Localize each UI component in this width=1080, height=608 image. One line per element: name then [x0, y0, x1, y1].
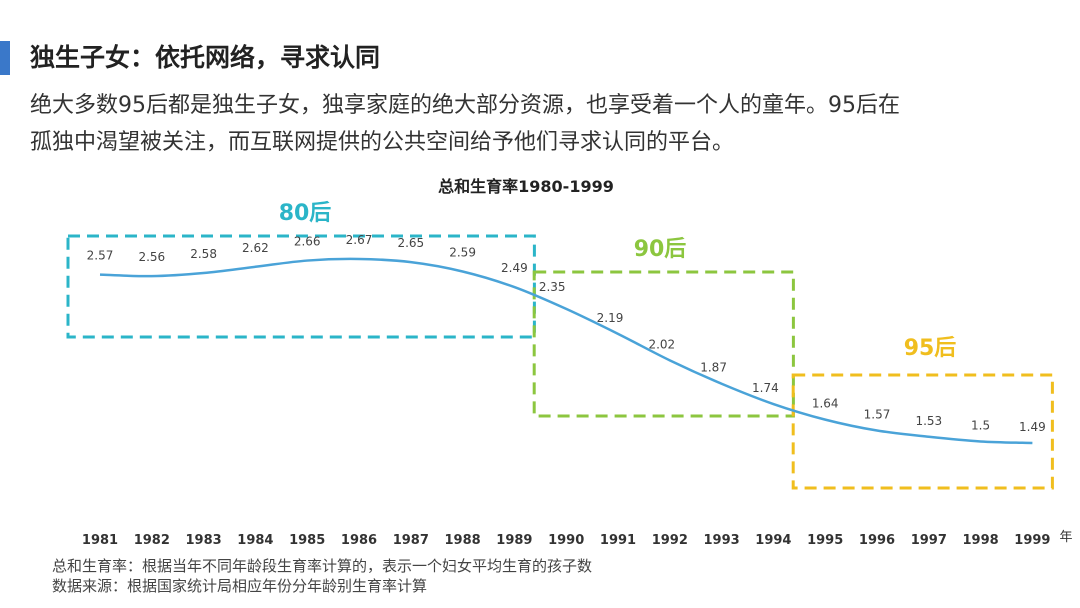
x-tick-label-1993: 1993 [704, 533, 740, 548]
x-tick-label-1994: 1994 [755, 533, 791, 548]
value-label-1995: 1.64 [812, 397, 839, 411]
x-tick-label-1986: 1986 [341, 533, 377, 548]
x-tick-label-1996: 1996 [859, 533, 895, 548]
x-tick-label-1992: 1992 [652, 533, 688, 548]
value-label-1984: 2.62 [242, 241, 269, 255]
x-axis-labels: 1981 1982 1983 1984 1985 1986 1987 1988 1989 1990… [82, 530, 1073, 548]
value-label-1982: 2.56 [138, 250, 165, 264]
x-tick-label-1995: 1995 [807, 533, 843, 548]
x-tick-label-1991: 1991 [600, 533, 636, 548]
x-tick-label-1987: 1987 [393, 533, 429, 548]
x-tick-label-1984: 1984 [237, 533, 273, 548]
value-label-1993: 1.87 [700, 361, 727, 375]
value-label-1992: 2.02 [648, 337, 675, 351]
group-label-2: 90后 [634, 237, 687, 262]
x-axis-unit: 年 [1059, 530, 1072, 545]
x-tick-label-1999: 1999 [1014, 533, 1050, 548]
x-tick-label-1982: 1982 [134, 533, 170, 548]
value-label-1985: 2.66 [294, 235, 321, 249]
intro-line-2: 孤独中渴望被关注，而互联网提供的公共空间给予他们寻求认同的平台。 [30, 130, 735, 155]
x-tick-label-1998: 1998 [963, 533, 999, 548]
definition-note: 总和生育率：根据当年不同年龄段生育率计算的，表示一个妇女平均生育的孩子数 [52, 557, 593, 575]
value-label-1987: 2.65 [397, 236, 424, 250]
group-label-3: 95后 [904, 336, 957, 361]
group-label-1: 80后 [279, 201, 332, 226]
x-tick-label-1981: 1981 [82, 533, 118, 548]
title-accent-bar [0, 41, 10, 75]
x-tick-label-1983: 1983 [186, 533, 222, 548]
value-label-1983: 2.58 [190, 247, 217, 261]
value-label-1997: 1.53 [915, 414, 942, 428]
x-tick-label-1990: 1990 [548, 533, 584, 548]
value-label-1986: 2.67 [346, 233, 373, 247]
intro-text: 绝大多数95后都是独生子女，独享家庭的绝大部分资源，也享受着一个人的童年。95后… [30, 87, 1040, 161]
chart-title: 总和生育率1980-1999 [438, 177, 614, 196]
value-label-1998: 1.5 [971, 418, 990, 432]
value-label-1981: 2.57 [87, 249, 114, 263]
fertility-trend-line [99, 257, 1033, 445]
value-label-1994: 1.74 [752, 381, 779, 395]
group-box-2 [532, 270, 795, 418]
value-label-1999: 1.49 [1019, 420, 1046, 434]
chart-notes: 总和生育率：根据当年不同年龄段生育率计算的，表示一个妇女平均生育的孩子数 数据来… [52, 556, 592, 596]
page-title: 独生子女：依托网络，寻求认同 [30, 43, 381, 72]
generation-groups: 80后 90后 95后 [66, 201, 1054, 490]
value-labels: 2.57 2.56 2.58 2.62 2.66 2.67 2.65 2.59 2.49 2.35… [87, 233, 1046, 434]
value-label-1991: 2.19 [597, 311, 624, 325]
x-tick-label-1989: 1989 [496, 533, 532, 548]
intro-line-1: 绝大多数95后都是独生子女，独享家庭的绝大部分资源，也享受着一个人的童年。95后… [30, 93, 900, 118]
group-box-3 [791, 373, 1054, 490]
x-tick-label-1988: 1988 [445, 533, 481, 548]
value-label-1996: 1.57 [864, 408, 891, 422]
x-tick-label-1997: 1997 [911, 533, 947, 548]
source-note: 数据来源：根据国家统计局相应年份分年龄别生育率计算 [52, 577, 428, 595]
value-label-1988: 2.59 [449, 245, 476, 259]
value-label-1989: 2.49 [501, 261, 528, 275]
x-tick-label-1985: 1985 [289, 533, 325, 548]
group-box-1 [66, 234, 536, 339]
value-label-1990: 2.35 [539, 280, 566, 294]
